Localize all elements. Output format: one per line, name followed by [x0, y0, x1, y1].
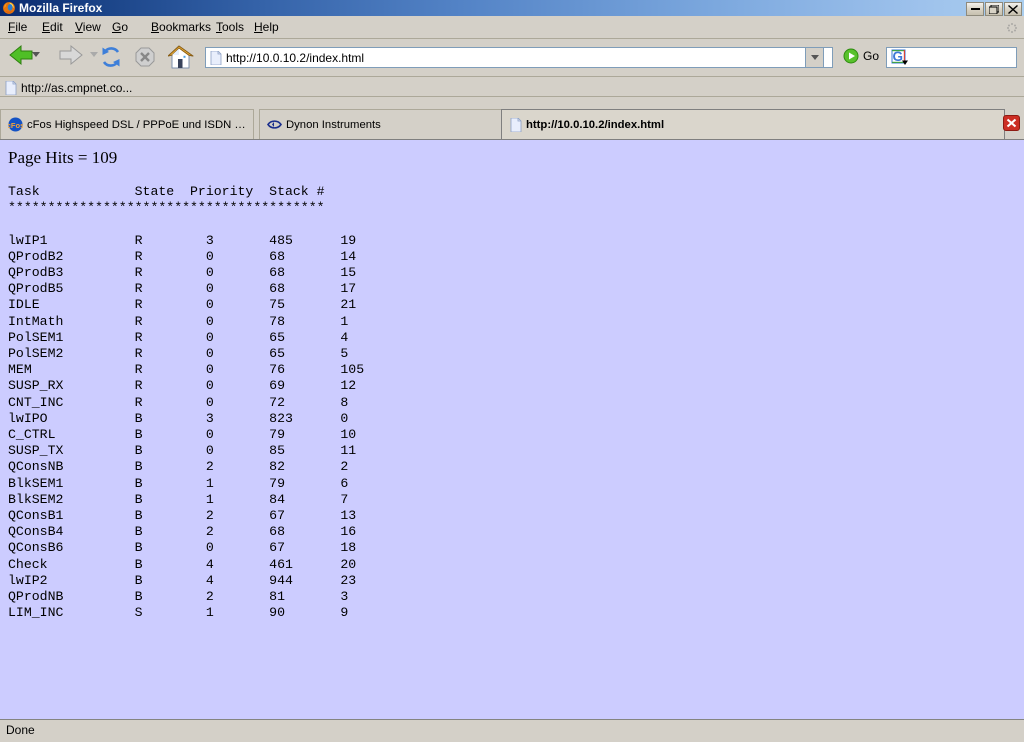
svg-text:cFos: cFos: [8, 121, 23, 130]
svg-text:G: G: [893, 49, 904, 64]
